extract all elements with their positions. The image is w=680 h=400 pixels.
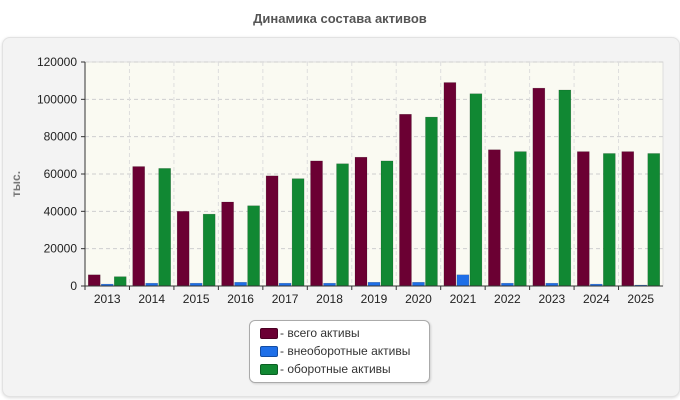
bar-2014-series-2 (158, 168, 171, 287)
y-tick-label: 100000 (37, 92, 77, 106)
y-tick-label: 80000 (44, 130, 78, 144)
bar-2015-series-2 (202, 213, 216, 287)
y-tick-label: 40000 (44, 204, 78, 218)
x-tick-label: 2019 (361, 292, 388, 306)
x-tick-label: 2024 (583, 292, 610, 306)
legend-swatch-total (260, 327, 278, 339)
bar-2023-series-2 (558, 89, 572, 287)
bar-2020-series-0 (399, 114, 412, 287)
bar-2016-series-0 (221, 201, 234, 287)
bar-2021-series-0 (443, 82, 457, 287)
bar-2017-series-2 (291, 178, 305, 287)
bar-2013-series-0 (87, 274, 101, 287)
bar-2016-series-1 (234, 282, 247, 287)
bar-2021-series-2 (469, 93, 483, 287)
legend-label-total: - всего активы (280, 326, 360, 340)
bar-2017-series-0 (265, 175, 279, 287)
bar-2016-series-2 (247, 205, 260, 287)
x-tick-label: 2014 (138, 292, 165, 306)
x-tick-label: 2015 (183, 292, 210, 306)
x-tick-label: 2022 (494, 292, 521, 306)
legend-item-noncurrent: - внеоборотные активы (260, 343, 410, 359)
bar-2015-series-0 (176, 211, 190, 287)
bar-2018-series-0 (310, 160, 323, 287)
chart-legend: - всего активы - внеоборотные активы - о… (249, 320, 430, 383)
bar-2023-series-0 (532, 87, 546, 287)
x-tick-label: 2016 (227, 292, 254, 306)
x-tick-label: 2017 (272, 292, 299, 306)
legend-label-noncurrent: - внеоборотные активы (280, 344, 411, 358)
bar-2025-series-2 (647, 153, 661, 287)
y-tick-label: 20000 (44, 242, 78, 256)
x-tick-label: 2025 (627, 292, 654, 306)
x-tick-label: 2013 (94, 292, 121, 306)
x-tick-label: 2020 (405, 292, 432, 306)
bar-2019-series-0 (354, 156, 368, 287)
bar-2019-series-2 (380, 160, 394, 287)
bar-2024-series-2 (603, 153, 616, 287)
x-tick-label: 2023 (538, 292, 565, 306)
bar-2013-series-2 (113, 276, 127, 287)
x-tick-label: 2018 (316, 292, 343, 306)
legend-label-current: - оборотные активы (280, 362, 391, 376)
bar-2025-series-0 (621, 151, 635, 287)
legend-swatch-current (260, 363, 278, 375)
bar-2024-series-0 (577, 151, 590, 287)
y-tick-label: 120000 (37, 55, 77, 69)
y-tick-label: 0 (70, 279, 77, 293)
bar-2020-series-2 (425, 116, 438, 287)
legend-item-current: - оборотные активы (260, 361, 391, 377)
x-tick-label: 2021 (450, 292, 477, 306)
bar-2022-series-0 (488, 149, 501, 287)
legend-item-total: - всего активы (260, 325, 360, 341)
legend-swatch-noncurrent (260, 345, 278, 357)
bar-2020-series-1 (412, 282, 425, 287)
bar-2019-series-1 (367, 282, 381, 287)
bar-2021-series-1 (456, 274, 470, 287)
y-tick-label: 60000 (44, 167, 78, 181)
chart-title: Динамика состава активов (253, 11, 427, 26)
bar-2022-series-2 (514, 151, 527, 287)
bar-2014-series-0 (132, 166, 145, 287)
bar-2018-series-2 (336, 163, 349, 287)
